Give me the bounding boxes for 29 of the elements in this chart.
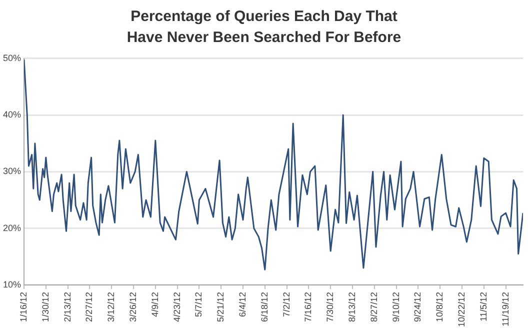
y-tick-label: 20%	[3, 222, 22, 233]
x-tick-label: 5/7/12	[194, 292, 204, 317]
x-tick-label: 7/16/12	[303, 292, 314, 322]
x-tick-label: 11/19/12	[500, 292, 510, 326]
x-tick-label: 4/23/12	[172, 292, 182, 322]
x-tick-label: 2/27/12	[84, 292, 94, 322]
x-tick-label: 9/10/12	[390, 292, 401, 322]
x-tick-label: 10/8/12	[434, 292, 445, 322]
y-tick-label: 50%	[3, 52, 22, 63]
x-tick-label: 8/27/12	[368, 292, 379, 322]
chart-title: Percentage of Queries Each Day That Have Never Been Searched For Before	[126, 7, 402, 48]
x-tick-label: 4/9/12	[150, 292, 160, 317]
x-tick-label: 11/5/12	[478, 292, 488, 322]
x-tick-label: 3/26/12	[128, 292, 138, 322]
y-tick-label: 30%	[3, 166, 22, 176]
x-tick-label: 6/18/12	[259, 292, 270, 322]
x-tick-label: 1/30/12	[40, 292, 50, 322]
x-tick-label: 6/4/12	[237, 292, 248, 317]
x-tick-label: 9/24/12	[412, 292, 423, 322]
x-tick-label: 5/21/12	[216, 292, 226, 322]
x-tick-label: 10/22/12	[456, 292, 466, 328]
x-tick-label: 1/16/12	[18, 292, 28, 322]
y-tick-label: 10%	[3, 279, 22, 290]
x-tick-label: 7/30/12	[325, 292, 336, 322]
x-tick-label: 8/13/12	[346, 292, 357, 322]
x-tick-label: 7/2/12	[281, 292, 292, 317]
y-tick-label: 40%	[3, 110, 22, 120]
x-tick-label: 2/13/12	[62, 292, 72, 322]
x-tick-label: 3/12/12	[106, 292, 116, 322]
